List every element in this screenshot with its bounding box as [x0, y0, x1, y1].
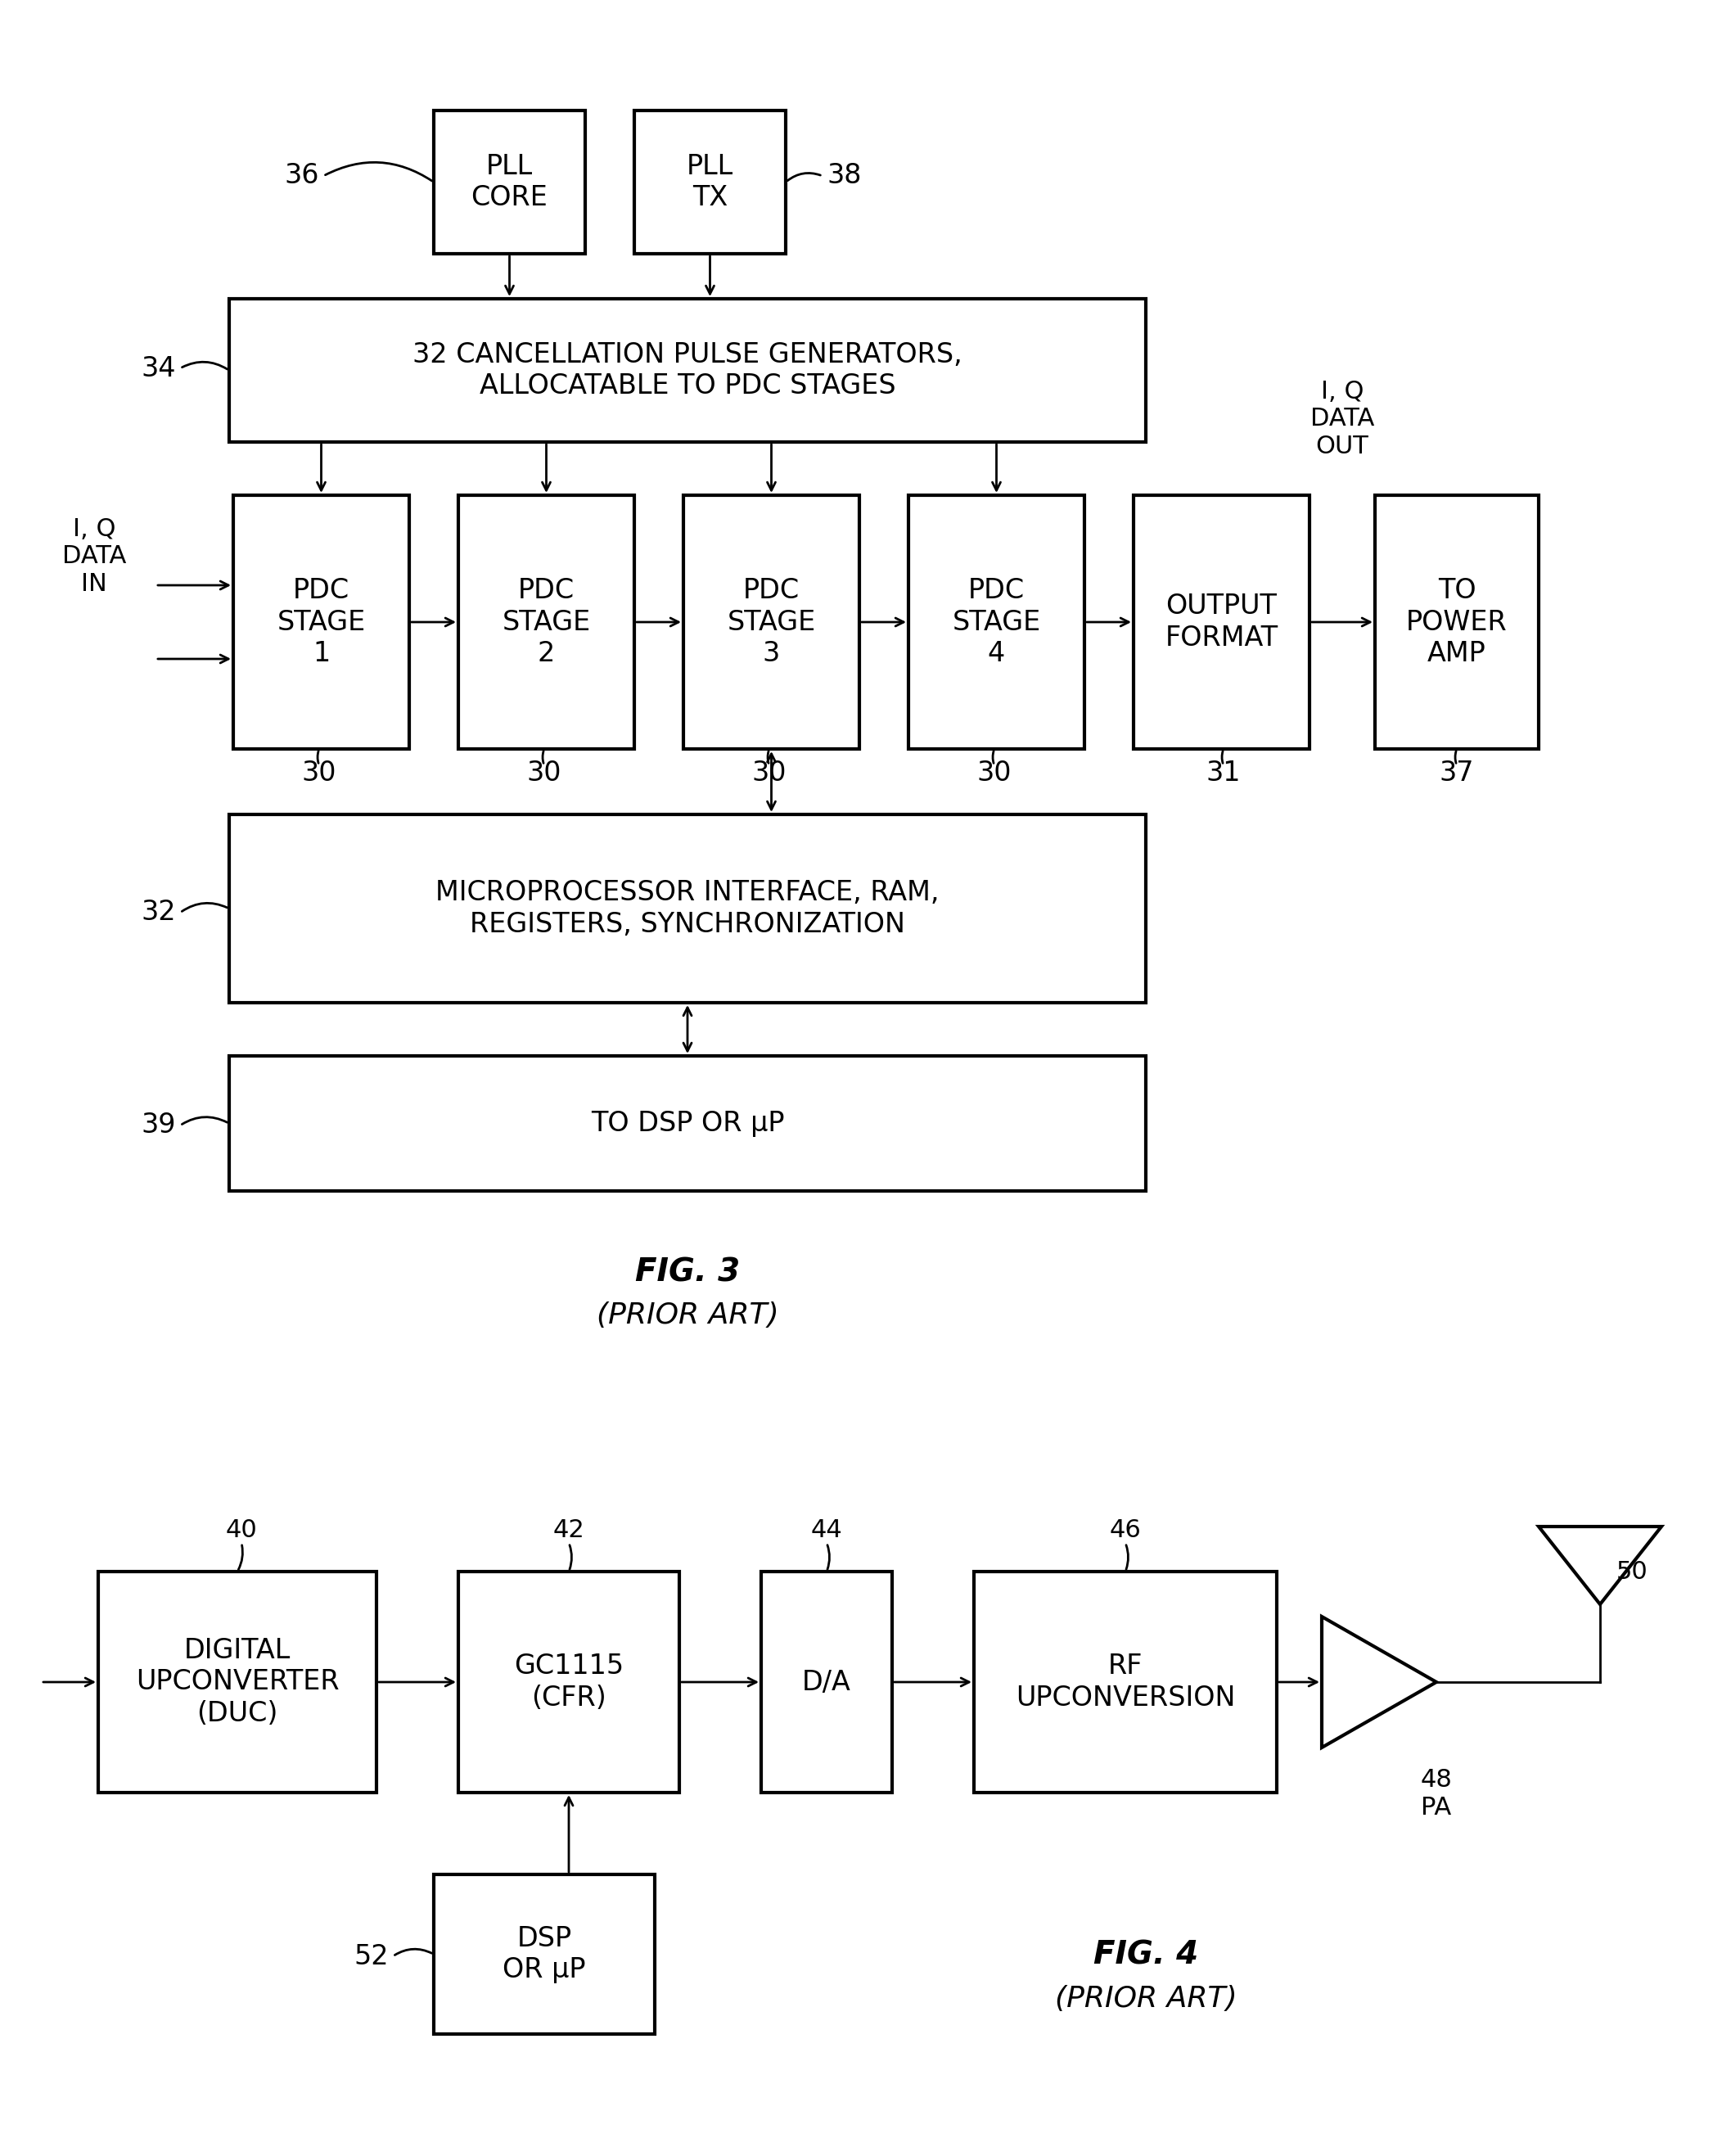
Text: (PRIOR ART): (PRIOR ART)	[597, 1302, 779, 1330]
Text: 30: 30	[976, 761, 1013, 787]
Bar	[434, 110, 585, 254]
Text: 39: 39	[142, 1112, 177, 1138]
Bar	[684, 496, 859, 748]
Bar	[975, 1572, 1277, 1792]
Text: PDC
STAGE
2: PDC STAGE 2	[502, 578, 590, 666]
Text: GC1115
(CFR): GC1115 (CFR)	[514, 1654, 623, 1712]
Text: MICROPROCESSOR INTERFACE, RAM,
REGISTERS, SYNCHRONIZATION: MICROPROCESSOR INTERFACE, RAM, REGISTERS…	[436, 880, 940, 938]
Bar	[1374, 496, 1539, 748]
Text: 42: 42	[552, 1518, 585, 1542]
Text: PDC
STAGE
4: PDC STAGE 4	[952, 578, 1040, 666]
Text: DIGITAL
UPCONVERTER
(DUC): DIGITAL UPCONVERTER (DUC)	[135, 1636, 339, 1727]
Text: 46: 46	[1110, 1518, 1141, 1542]
Text: 34: 34	[142, 356, 177, 382]
Bar	[459, 1572, 679, 1792]
Text: 32 CANCELLATION PULSE GENERATORS,
ALLOCATABLE TO PDC STAGES: 32 CANCELLATION PULSE GENERATORS, ALLOCA…	[412, 341, 962, 399]
Text: PDC
STAGE
3: PDC STAGE 3	[727, 578, 815, 666]
Text: DSP
OR μP: DSP OR μP	[502, 1925, 585, 1984]
Bar	[234, 496, 409, 748]
Text: 31: 31	[1207, 761, 1241, 787]
Text: TO DSP OR μP: TO DSP OR μP	[590, 1110, 784, 1136]
Text: 37: 37	[1440, 761, 1475, 787]
Text: FIG. 4: FIG. 4	[1094, 1940, 1198, 1971]
Bar	[228, 300, 1146, 442]
Text: TO
POWER
AMP: TO POWER AMP	[1406, 578, 1508, 666]
Bar	[634, 110, 786, 254]
Bar	[1134, 496, 1310, 748]
Text: I, Q
DATA
OUT: I, Q DATA OUT	[1310, 379, 1374, 459]
Text: 38: 38	[827, 162, 862, 190]
Bar	[459, 496, 634, 748]
Text: RF
UPCONVERSION: RF UPCONVERSION	[1016, 1654, 1236, 1712]
Text: I, Q
DATA
IN: I, Q DATA IN	[62, 517, 126, 595]
Bar	[228, 1056, 1146, 1190]
Text: PLL
TX: PLL TX	[687, 153, 734, 211]
Text: 30: 30	[526, 761, 561, 787]
Bar	[434, 1874, 654, 2033]
Text: 32: 32	[142, 899, 177, 927]
Text: FIG. 3: FIG. 3	[635, 1257, 739, 1287]
Text: PDC
STAGE
1: PDC STAGE 1	[277, 578, 365, 666]
Text: PLL
CORE: PLL CORE	[471, 153, 549, 211]
Text: OUTPUT
FORMAT: OUTPUT FORMAT	[1165, 593, 1277, 651]
Text: 52: 52	[353, 1943, 389, 1971]
Text: D/A: D/A	[801, 1669, 852, 1695]
Text: 44: 44	[810, 1518, 843, 1542]
Text: 36: 36	[284, 162, 319, 190]
Text: 50: 50	[1617, 1561, 1648, 1585]
Text: 48
PA: 48 PA	[1421, 1768, 1452, 1820]
Bar	[909, 496, 1084, 748]
Bar	[228, 815, 1146, 1003]
Text: 30: 30	[301, 761, 336, 787]
Bar	[99, 1572, 376, 1792]
Text: (PRIOR ART): (PRIOR ART)	[1054, 1986, 1238, 2014]
Text: 40: 40	[225, 1518, 258, 1542]
Text: 30: 30	[751, 761, 786, 787]
Bar	[762, 1572, 891, 1792]
